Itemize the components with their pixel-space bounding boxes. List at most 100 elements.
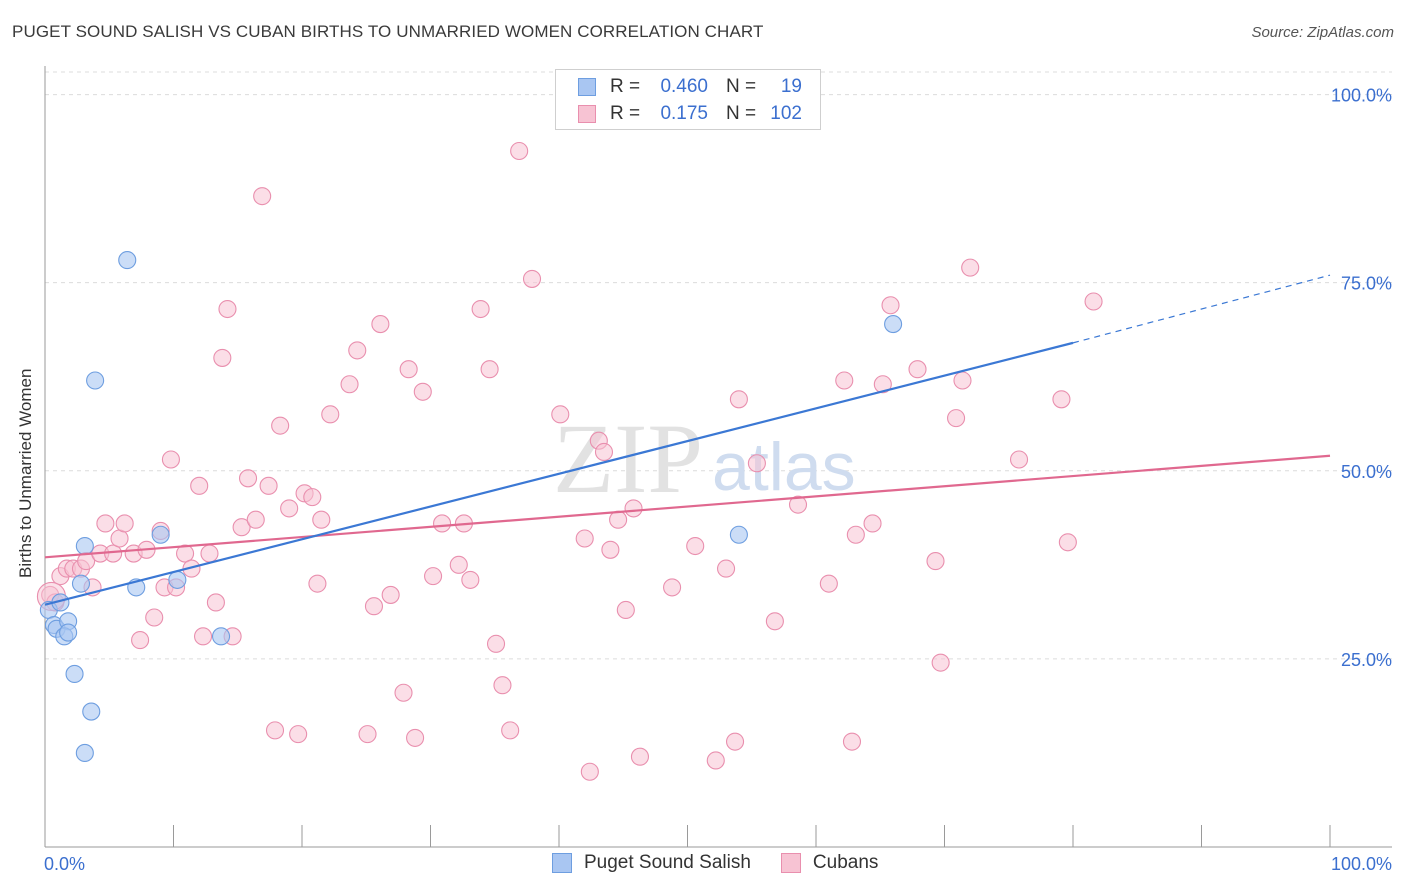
data-point-cubans xyxy=(493,676,512,695)
data-point-cubans xyxy=(863,514,882,533)
data-point-cubans xyxy=(190,476,209,495)
data-point-salish xyxy=(65,664,84,683)
watermark-atlas: atlas xyxy=(712,429,856,505)
x-tick-label: 100.0% xyxy=(1331,854,1392,874)
data-point-cubans xyxy=(259,476,278,495)
data-point-cubans xyxy=(321,405,340,424)
data-point-cubans xyxy=(686,536,705,556)
data-point-cubans xyxy=(663,578,682,597)
data-point-cubans xyxy=(340,375,359,394)
data-point-salish xyxy=(168,570,187,589)
legend-swatch-cubans xyxy=(578,105,596,123)
trend-line-cubans xyxy=(44,454,1331,559)
legend-r-value: 0.460 xyxy=(660,76,708,97)
watermark-zip: ZIP xyxy=(553,403,703,514)
data-point-cubans xyxy=(1084,292,1103,311)
tick-labels: 25.0% 50.0% 75.0% 100.0% 0.0% 100.0% xyxy=(44,86,1392,874)
data-point-cubans xyxy=(480,360,499,379)
data-point-cubans xyxy=(706,751,725,770)
legend-n-label: N = xyxy=(726,103,757,124)
data-point-cubans xyxy=(835,371,854,390)
data-point-cubans xyxy=(206,593,225,612)
data-point-cubans xyxy=(399,360,418,379)
y-tick-label: 75.0% xyxy=(1341,274,1392,294)
data-point-cubans xyxy=(265,721,285,740)
legend-label-cubans: Cubans xyxy=(812,852,879,873)
y-tick-label: 100.0% xyxy=(1331,86,1392,106)
data-point-cubans xyxy=(364,597,384,616)
data-point-cubans xyxy=(312,510,331,529)
trend-lines xyxy=(44,274,1331,606)
data-point-cubans xyxy=(1009,450,1029,469)
data-point-cubans xyxy=(238,469,258,488)
legend-row-salish: R = 0.460 N = 19 xyxy=(578,75,802,99)
data-point-salish xyxy=(211,627,231,646)
legend-r-label: R = xyxy=(610,103,641,124)
series-salish-points xyxy=(39,251,903,762)
data-point-cubans xyxy=(371,315,390,334)
data-point-cubans xyxy=(131,631,150,650)
y-axis-label: Births to Unmarried Women xyxy=(16,368,35,578)
data-point-salish xyxy=(82,702,101,721)
data-point-salish xyxy=(151,525,170,544)
data-point-cubans xyxy=(218,299,237,319)
data-point-cubans xyxy=(846,525,865,544)
data-point-cubans xyxy=(961,258,980,277)
data-point-cubans xyxy=(522,269,542,288)
data-point-cubans xyxy=(575,529,594,548)
data-point-salish xyxy=(59,623,78,642)
correlation-legend: R = 0.460 N = 19 R = 0.175 N = 102 xyxy=(555,69,821,130)
data-point-cubans xyxy=(213,348,232,367)
data-point-cubans xyxy=(1052,390,1071,409)
data-point-cubans xyxy=(501,721,520,740)
legend-n-label: N = xyxy=(726,76,757,97)
legend-n-value: 102 xyxy=(770,103,802,124)
data-point-cubans xyxy=(908,360,927,379)
axes xyxy=(44,66,1392,848)
data-point-cubans xyxy=(873,375,892,394)
data-point-cubans xyxy=(104,544,123,563)
data-point-cubans xyxy=(303,488,322,507)
trend-line-salish xyxy=(44,341,1074,606)
data-point-salish xyxy=(118,251,137,270)
data-point-cubans xyxy=(471,299,490,319)
data-point-cubans xyxy=(406,728,425,747)
data-point-salish xyxy=(75,743,94,762)
data-point-cubans xyxy=(630,747,650,766)
data-point-cubans xyxy=(433,514,452,533)
data-point-cubans xyxy=(580,762,599,781)
data-point-cubans xyxy=(381,585,400,604)
data-point-cubans xyxy=(729,390,748,409)
source-label: Source: ZipAtlas.com xyxy=(1251,24,1394,41)
data-point-cubans xyxy=(280,499,299,518)
data-point-cubans xyxy=(110,529,129,548)
legend-item-cubans[interactable]: Cubans xyxy=(780,852,879,874)
data-point-cubans xyxy=(145,608,164,627)
data-point-cubans xyxy=(947,409,966,428)
legend-swatch-salish xyxy=(578,78,596,96)
data-point-cubans xyxy=(461,570,480,589)
data-point-cubans xyxy=(594,442,614,462)
data-point-cubans xyxy=(194,627,213,646)
data-point-cubans xyxy=(413,382,432,401)
chart-title: PUGET SOUND SALISH VS CUBAN BIRTHS TO UN… xyxy=(12,22,764,41)
data-point-cubans xyxy=(609,510,628,529)
data-point-cubans xyxy=(289,725,308,744)
data-point-cubans xyxy=(819,574,838,593)
data-point-cubans xyxy=(716,559,736,578)
legend-item-salish[interactable]: Puget Sound Salish xyxy=(552,852,751,874)
data-point-cubans xyxy=(232,518,251,537)
data-point-cubans xyxy=(510,141,529,161)
data-point-cubans xyxy=(253,187,272,206)
legend-label-salish: Puget Sound Salish xyxy=(584,852,751,873)
data-point-salish xyxy=(71,574,91,593)
trend-line-salish-extension xyxy=(1072,274,1331,344)
data-point-cubans xyxy=(953,371,972,390)
series-legend: Puget Sound Salish Cubans xyxy=(552,852,908,874)
data-point-cubans xyxy=(424,567,443,586)
data-point-cubans xyxy=(551,405,570,424)
data-point-cubans xyxy=(486,634,506,653)
data-point-cubans xyxy=(115,514,134,533)
data-point-cubans xyxy=(200,544,219,563)
data-point-salish xyxy=(86,371,105,390)
